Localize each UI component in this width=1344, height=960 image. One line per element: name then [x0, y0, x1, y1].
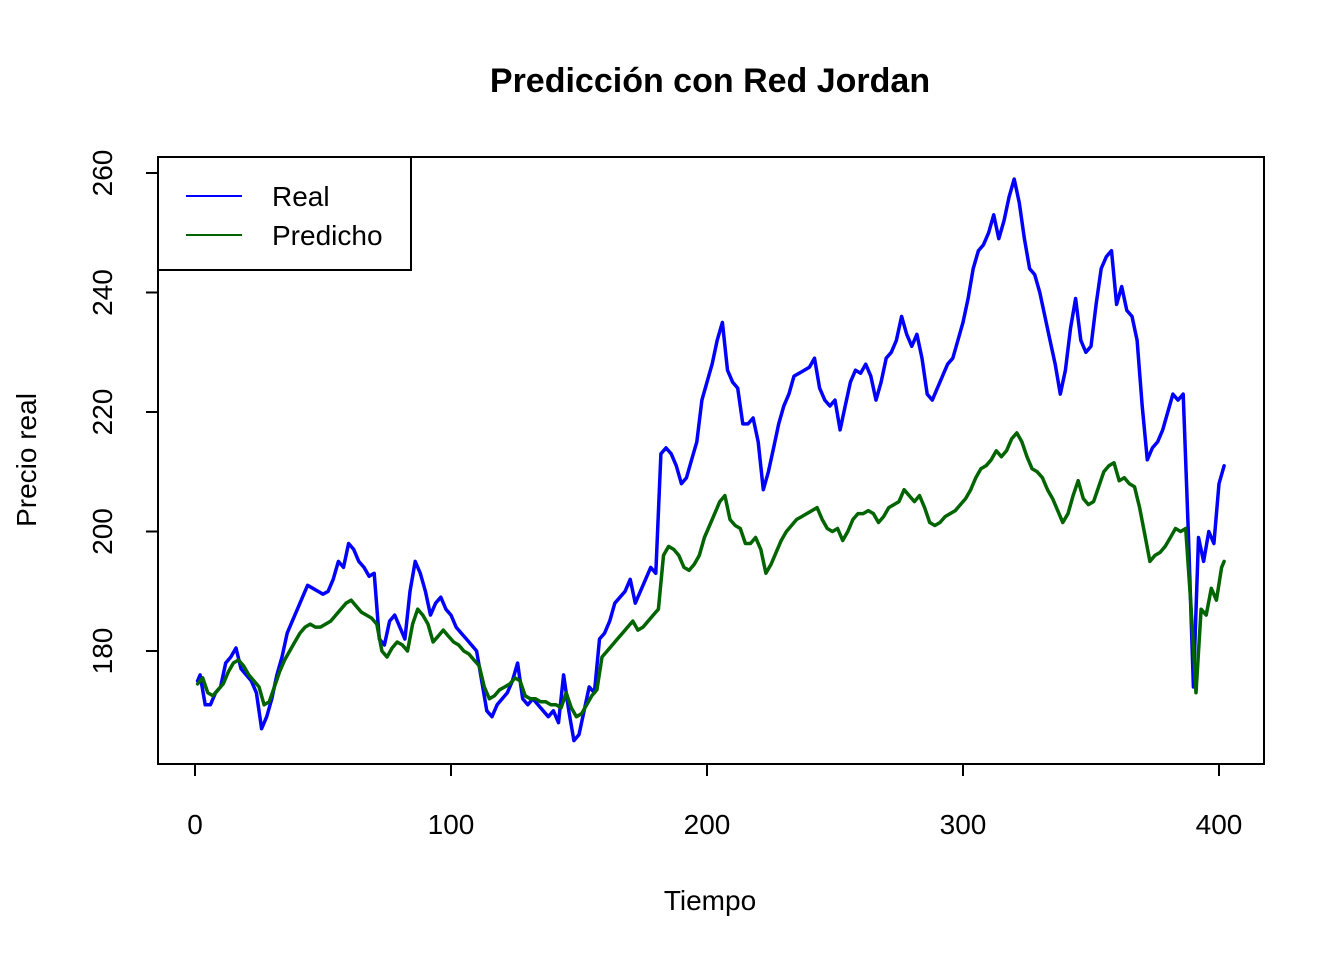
series-line-predicho [195, 431, 1226, 719]
x-axis-label: Tiempo [664, 885, 756, 916]
legend-box [157, 156, 412, 271]
y-tick-label: 200 [87, 508, 118, 555]
legend-label-predicho: Predicho [272, 220, 383, 251]
x-tick-label: 300 [940, 809, 987, 840]
x-tick-label: 100 [428, 809, 475, 840]
legend-label-real: Real [272, 181, 330, 212]
series-layer [195, 177, 1226, 743]
y-tick-label: 240 [87, 269, 118, 316]
x-tick-label: 400 [1196, 809, 1243, 840]
y-tick-label: 220 [87, 389, 118, 436]
legend: Real Predicho [157, 156, 412, 271]
series-line-real [195, 177, 1226, 743]
x-tick-label: 200 [684, 809, 731, 840]
y-axis-label: Precio real [11, 393, 42, 527]
x-tick-label: 0 [187, 809, 203, 840]
y-tick-label: 260 [87, 150, 118, 197]
chart-title: Predicción con Red Jordan [490, 62, 930, 100]
x-axis: 0 100 200 300 400 [187, 763, 1243, 840]
y-tick-label: 180 [87, 628, 118, 675]
